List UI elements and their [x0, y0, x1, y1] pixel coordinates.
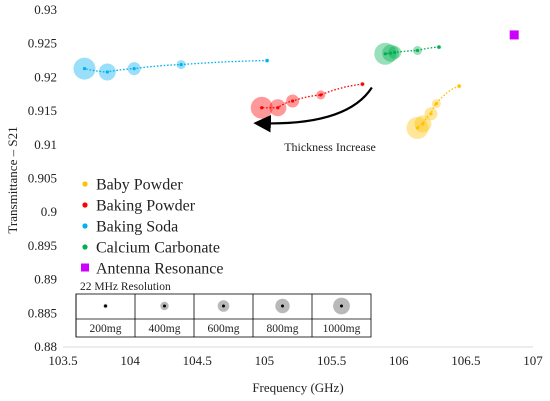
- thickness-arrow: [253, 86, 373, 133]
- data-point: [509, 30, 519, 40]
- y-tick-labels: 0.88 0.885 0.89 0.895 0.9 0.905 0.91 0.915 0.92 0…: [28, 2, 57, 354]
- x-tick-label: 104: [120, 353, 140, 368]
- y-tick-label: 0.895: [28, 238, 57, 253]
- data-point-center: [179, 62, 183, 67]
- y-tick-label: 0.915: [28, 103, 57, 118]
- y-axis-title: Transmittance – S21: [5, 126, 20, 233]
- legend-label: Antenna Resonance: [96, 261, 224, 278]
- y-tick-label: 0.88: [34, 339, 57, 354]
- trend-line-0: [417, 85, 460, 129]
- y-tick-label: 0.9: [41, 204, 57, 219]
- x-tick-label: 106.5: [451, 353, 480, 368]
- data-point-center: [393, 50, 397, 55]
- resolution-key-marker-center: [340, 304, 343, 308]
- legend-label: Baking Soda: [96, 219, 178, 236]
- y-tick-label: 0.89: [34, 272, 57, 287]
- data-point-center: [291, 99, 295, 103]
- data-point-center: [389, 51, 393, 55]
- resolution-key-marker-center: [281, 304, 284, 308]
- data-point-center: [415, 126, 420, 130]
- x-tick-label: 105.5: [317, 353, 346, 368]
- data-point-center: [82, 67, 87, 71]
- legend-label: Calcium Carbonate: [96, 240, 220, 257]
- y-tick-label: 0.925: [28, 36, 57, 51]
- data-point-center: [457, 84, 461, 88]
- data-point-center: [319, 93, 323, 97]
- y-tick-label: 0.91: [34, 137, 57, 152]
- legend-marker: [82, 181, 88, 187]
- data-point-center: [429, 112, 433, 116]
- x-tick-label: 104.5: [183, 353, 212, 368]
- resolution-key-marker-center: [104, 304, 107, 308]
- data-points: [73, 30, 519, 139]
- resolution-key-label: 400mg: [149, 323, 181, 335]
- y-tick-label: 0.92: [34, 69, 57, 84]
- resolution-key: 22 MHz Resolution 200mg 400mg 600mg 800mg 10…: [75, 281, 372, 338]
- y-tick-label: 0.905: [28, 171, 57, 186]
- trend-lines: [84, 46, 460, 129]
- x-tick-label: 105: [255, 353, 275, 368]
- legend-marker: [81, 263, 89, 272]
- x-tick-label: 106: [389, 353, 409, 368]
- thickness-annotation-label: Thickness Increase: [284, 140, 376, 154]
- legend-marker: [82, 223, 88, 229]
- data-point-center: [360, 82, 365, 86]
- thickness-annotation: Thickness Increase: [253, 86, 376, 154]
- x-tick-label: 107: [523, 353, 543, 368]
- data-point-center: [421, 122, 425, 126]
- data-point-center: [434, 102, 438, 106]
- resolution-key-label: 1000mg: [323, 323, 361, 335]
- legend-marker: [82, 244, 88, 250]
- data-point-center: [383, 52, 387, 56]
- resolution-key-title: 22 MHz Resolution: [80, 281, 171, 293]
- y-tick-label: 0.93: [34, 2, 57, 17]
- data-point-center: [415, 48, 420, 53]
- resolution-key-label: 800mg: [267, 323, 299, 335]
- y-tick-label: 0.885: [28, 305, 57, 320]
- data-point-center: [437, 45, 441, 49]
- data-point-center: [260, 106, 264, 110]
- data-point-center: [105, 70, 109, 74]
- x-tick-labels: 103.5 104 104.5 105 105.5 106 106.5 107: [48, 353, 543, 368]
- data-point-center: [276, 106, 280, 110]
- resolution-key-label: 600mg: [208, 323, 240, 335]
- data-point-center: [132, 67, 136, 71]
- resolution-key-marker-center: [222, 304, 225, 308]
- legend-label: Baking Powder: [96, 198, 196, 215]
- x-tick-label: 103.5: [48, 353, 77, 368]
- data-point-center: [265, 58, 269, 63]
- legend: Baby Powder Baking Powder Baking Soda Calci…: [81, 177, 224, 278]
- resolution-key-marker-center: [163, 304, 166, 308]
- legend-label: Baby Powder: [96, 177, 183, 194]
- x-axis-title: Frequency (GHz): [252, 380, 343, 395]
- legend-marker: [82, 202, 88, 208]
- resolution-key-label: 200mg: [90, 323, 122, 335]
